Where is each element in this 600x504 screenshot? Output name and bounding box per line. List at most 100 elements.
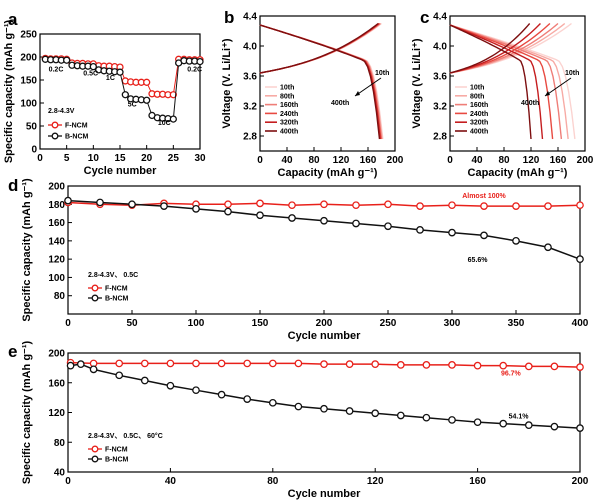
y-tick-label: 250	[20, 30, 37, 41]
y-tick-label: 3.2	[243, 102, 257, 113]
data-point-f-ncm	[169, 91, 177, 99]
annotation-400th: 400th	[331, 100, 349, 107]
discharge-curve-240th	[259, 24, 382, 140]
data-point-b-ncm	[396, 411, 405, 420]
data-point-f-ncm	[448, 361, 456, 369]
data-point-f-ncm	[320, 200, 328, 209]
data-point-b-ncm	[217, 390, 226, 399]
x-tick-label: 200	[577, 155, 594, 166]
data-point-f-ncm	[256, 199, 264, 208]
x-tick-label: 0	[447, 155, 453, 166]
y-axis-label: Specific capacity (mAh g⁻¹)	[21, 340, 33, 484]
x-tick-label: 40	[165, 476, 177, 487]
data-point-b-ncm	[192, 386, 200, 395]
y-tick-label: 160	[48, 378, 65, 389]
rate-label: 0.2C	[49, 67, 64, 74]
legend-marker	[91, 445, 99, 453]
condition-text: 2.8-4.3V、 0.5C	[88, 272, 138, 279]
y-tick-label: 200	[20, 53, 37, 64]
charge-curve-400th	[449, 23, 531, 74]
x-tick-label: 80	[308, 155, 320, 166]
data-point-b-ncm	[268, 398, 277, 407]
x-tick-label: 160	[550, 155, 567, 166]
data-point-b-ncm	[499, 419, 508, 428]
x-tick-label: 80	[498, 155, 510, 166]
data-point-b-ncm	[89, 63, 97, 71]
condition-text: 2.8-4.3V、 0.5C、 60°C	[88, 432, 163, 440]
data-point-b-ncm	[550, 422, 559, 431]
legend-marker	[51, 121, 59, 129]
legend-entry: B-NCM	[105, 457, 128, 464]
y-tick-label: 40	[54, 468, 66, 479]
panel-label: d	[8, 176, 18, 195]
data-point-f-ncm	[166, 359, 175, 368]
panel-label: b	[224, 8, 234, 27]
x-tick-label: 30	[194, 153, 206, 164]
y-tick-label: 100	[20, 99, 37, 110]
x-tick-label: 100	[188, 318, 205, 329]
legend-entry: 400th	[470, 129, 488, 136]
y-tick-label: 140	[48, 236, 65, 247]
rate-label: 1C	[106, 75, 115, 82]
x-tick-label: 160	[469, 476, 486, 487]
x-tick-label: 120	[523, 155, 540, 166]
data-point-b-ncm	[320, 404, 328, 413]
y-tick-label: 3.6	[243, 72, 257, 83]
data-point-b-ncm	[422, 413, 431, 422]
annotation-arrowhead	[355, 91, 360, 96]
x-tick-label: 0	[257, 155, 263, 166]
data-point-f-ncm	[217, 359, 226, 368]
data-point-f-ncm	[576, 363, 584, 371]
legend-entry: F-NCM	[65, 123, 88, 130]
data-point-f-ncm	[294, 359, 303, 368]
x-tick-label: 15	[114, 153, 126, 164]
y-axis-label: Specific capacity (mAh g⁻¹)	[3, 19, 15, 163]
discharge-curve-80th	[259, 24, 383, 140]
x-axis-label: Capacity (mAh g⁻¹)	[278, 167, 378, 179]
rate-label: 0.5C	[83, 70, 98, 77]
data-point-f-ncm	[576, 201, 584, 210]
data-point-b-ncm	[128, 200, 136, 209]
x-tick-label: 5	[64, 153, 70, 164]
data-point-f-ncm	[140, 359, 149, 368]
data-point-b-ncm	[160, 202, 168, 210]
x-axis-label: Cycle number	[288, 330, 361, 342]
data-point-f-ncm	[192, 359, 200, 368]
data-point-b-ncm	[384, 222, 392, 231]
discharge-curve-400th	[259, 24, 381, 140]
panel-label: c	[420, 8, 429, 27]
panel-c: 0 40 80 120 160 200 2.8 3.2 3.6 4.0 4.4 Capacity (m…	[411, 8, 594, 179]
y-tick-label: 100	[48, 273, 65, 284]
legend-entry: 10th	[470, 85, 484, 92]
x-tick-label: 80	[267, 476, 279, 487]
panel-b: 0 40 80 120 160 200 2.8 3.2 3.6 4.0 4.4 Capacity (m…	[221, 8, 404, 179]
y-tick-label: 160	[48, 218, 65, 229]
data-point-b-ncm	[480, 231, 488, 240]
data-point-f-ncm	[115, 359, 124, 368]
charge-curve-400th	[259, 22, 379, 74]
data-point-b-ncm	[224, 207, 232, 216]
data-point-f-ncm	[268, 359, 277, 368]
annotation-retention-b: 65.6%	[468, 257, 489, 264]
legend-entry: 320th	[470, 120, 488, 127]
data-point-b-ncm	[371, 409, 380, 418]
x-tick-label: 200	[316, 318, 333, 329]
data-point-b-ncm	[352, 219, 360, 228]
x-axis-label: Capacity (mAh g⁻¹)	[468, 167, 568, 179]
data-point-f-ncm	[243, 359, 252, 368]
y-tick-label: 4.0	[433, 42, 447, 53]
discharge-curve-320th	[259, 24, 381, 140]
x-tick-label: 200	[572, 476, 589, 487]
legend-entry: 80th	[470, 93, 484, 100]
data-point-b-ncm	[524, 421, 533, 429]
panel-a: 0 5 10 15 20 25 30 0 50 100 150 200 250 Cycle number S…	[3, 10, 206, 177]
x-tick-label: 0	[65, 318, 71, 329]
data-point-f-ncm	[499, 361, 508, 370]
x-tick-label: 0	[65, 476, 71, 487]
annotation-retention-f: Almost 100%	[462, 193, 506, 200]
y-tick-label: 4.4	[433, 12, 447, 23]
data-point-b-ncm	[196, 57, 204, 66]
x-tick-label: 160	[360, 155, 377, 166]
x-tick-label: 350	[508, 318, 525, 329]
